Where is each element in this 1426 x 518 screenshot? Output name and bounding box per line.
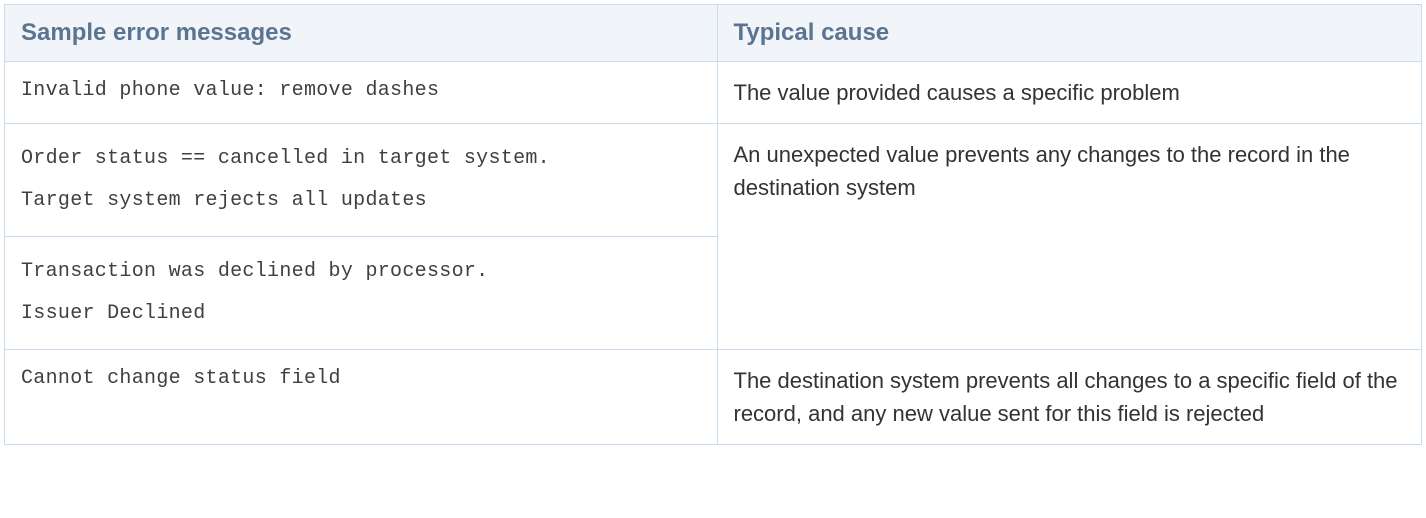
error-message-cell: Transaction was declined by processor. I… (5, 237, 718, 350)
table-row: Order status == cancelled in target syst… (5, 124, 1422, 237)
table-header-row: Sample error messages Typical cause (5, 5, 1422, 62)
error-messages-table: Sample error messages Typical cause Inva… (4, 4, 1422, 445)
cause-cell: An unexpected value prevents any changes… (717, 124, 1422, 350)
error-message-cell: Order status == cancelled in target syst… (5, 124, 718, 237)
error-message-cell: Cannot change status field (5, 350, 718, 445)
header-typical-cause: Typical cause (717, 5, 1422, 62)
cause-cell: The value provided causes a specific pro… (717, 62, 1422, 124)
header-sample-error-messages: Sample error messages (5, 5, 718, 62)
error-message-cell: Invalid phone value: remove dashes (5, 62, 718, 124)
table-row: Invalid phone value: remove dashes The v… (5, 62, 1422, 124)
cause-cell: The destination system prevents all chan… (717, 350, 1422, 445)
table-row: Cannot change status field The destinati… (5, 350, 1422, 445)
